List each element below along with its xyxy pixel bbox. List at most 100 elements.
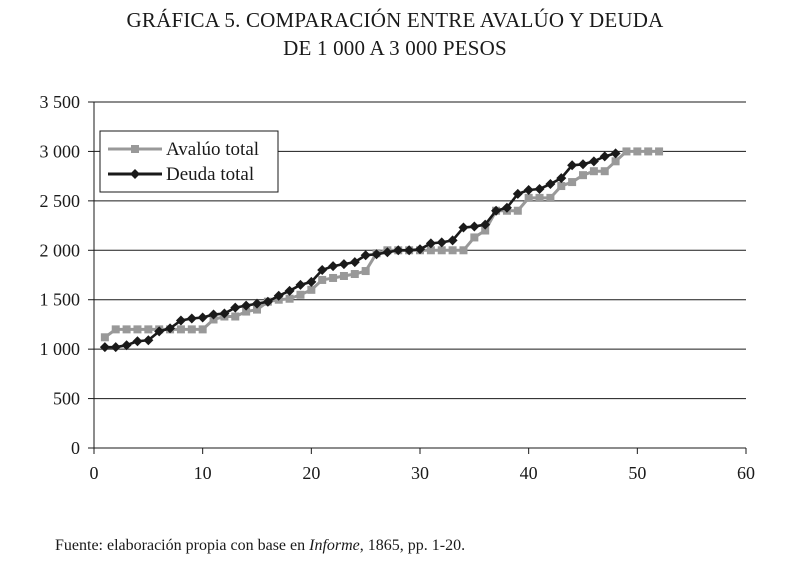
- data-point-square: [622, 147, 631, 156]
- data-point-diamond: [284, 285, 295, 296]
- source-italic: Informe: [309, 537, 360, 554]
- data-point-diamond: [393, 245, 404, 256]
- data-point-diamond: [480, 219, 491, 230]
- data-point-diamond: [458, 222, 469, 233]
- data-point-square: [285, 294, 294, 303]
- data-point-square: [231, 312, 240, 321]
- data-point-square: [198, 325, 207, 334]
- data-point-diamond: [317, 265, 328, 276]
- x-tick-label: 20: [302, 463, 320, 483]
- data-point-square: [329, 273, 338, 282]
- data-point-diamond: [295, 279, 306, 290]
- data-point-diamond: [567, 160, 578, 171]
- data-point-diamond: [469, 221, 480, 232]
- data-point-diamond: [252, 298, 262, 309]
- data-point-square: [470, 233, 479, 242]
- data-point-diamond: [262, 296, 273, 307]
- data-point-square: [242, 307, 251, 316]
- x-tick-label: 10: [194, 463, 212, 483]
- data-point-square: [459, 246, 468, 255]
- x-tick-label: 0: [90, 463, 99, 483]
- data-point-diamond: [186, 313, 197, 324]
- y-tick-label: 0: [71, 438, 80, 458]
- data-point-diamond: [121, 340, 132, 351]
- data-point-square: [600, 167, 609, 176]
- data-point-square: [253, 305, 261, 314]
- y-tick-label: 500: [53, 389, 80, 409]
- data-point-diamond: [306, 276, 317, 287]
- y-tick-label: 3 000: [40, 141, 81, 161]
- data-point-square: [426, 246, 435, 255]
- data-point-diamond: [208, 309, 219, 320]
- data-point-square: [535, 193, 544, 202]
- data-point-diamond: [415, 244, 425, 255]
- data-point-diamond: [132, 336, 143, 347]
- data-point-square: [557, 182, 566, 191]
- data-point-diamond: [610, 148, 621, 159]
- data-point-square: [361, 267, 370, 276]
- legend-box: [99, 130, 279, 193]
- data-point-diamond: [154, 326, 165, 337]
- data-point-diamond: [588, 156, 599, 167]
- chart-title-line-2: DE 1 000 A 3 000 PESOS: [283, 36, 507, 60]
- data-point-diamond: [241, 300, 252, 311]
- data-point-diamond: [110, 342, 121, 353]
- data-point-diamond: [360, 250, 371, 261]
- data-point-square: [133, 325, 142, 334]
- data-point-square: [589, 167, 598, 176]
- source-suffix: , 1865, pp. 1-20.: [359, 537, 466, 554]
- data-point-square: [448, 246, 457, 255]
- series-avaluo: [100, 147, 664, 342]
- data-point-diamond: [349, 257, 360, 268]
- data-point-square: [611, 157, 620, 166]
- data-point-diamond: [578, 159, 588, 170]
- data-point-square: [524, 193, 533, 202]
- data-point-diamond: [447, 235, 458, 246]
- data-point-diamond: [165, 323, 176, 334]
- legend-label: Deuda total: [166, 164, 254, 185]
- y-tick-label: 2 500: [40, 191, 81, 211]
- data-point-square: [579, 171, 587, 180]
- x-tick-label: 60: [737, 463, 755, 483]
- data-point-diamond: [371, 249, 382, 260]
- data-point-diamond: [338, 259, 349, 270]
- data-point-square: [307, 285, 316, 294]
- data-point-square: [176, 325, 185, 334]
- data-point-diamond: [197, 312, 208, 323]
- series-line: [103, 149, 660, 339]
- data-point-diamond: [523, 184, 534, 195]
- legend: Avalúo total Deuda total: [99, 130, 279, 193]
- data-point-square: [318, 275, 327, 284]
- data-point-diamond: [230, 302, 241, 313]
- data-point-square: [100, 333, 109, 342]
- data-point-diamond: [491, 205, 502, 216]
- source-prefix: Fuente: elaboración propia con base en: [55, 537, 310, 554]
- data-point-square: [144, 325, 153, 334]
- y-tick-label: 1 000: [40, 339, 81, 359]
- chart-title-line-1: GRÁFICA 5. COMPARACIÓN ENTRE AVALÚO Y DE…: [126, 8, 664, 32]
- data-point-diamond: [545, 179, 556, 190]
- data-point-diamond: [425, 238, 436, 249]
- data-point-square: [122, 325, 131, 334]
- data-point-square: [513, 206, 522, 215]
- data-point-square: [633, 147, 642, 156]
- data-point-diamond: [328, 261, 339, 272]
- y-tick-label: 3 500: [40, 92, 81, 112]
- data-point-square: [644, 147, 653, 156]
- data-point-square: [437, 246, 446, 255]
- data-point-diamond: [175, 315, 186, 326]
- data-point-square: [111, 325, 120, 334]
- data-point-diamond: [99, 342, 110, 353]
- series-layer: [99, 147, 664, 353]
- data-point-square: [187, 325, 196, 334]
- y-tick-label: 2 000: [40, 240, 81, 260]
- data-point-diamond: [130, 169, 140, 179]
- data-point-square: [350, 270, 359, 279]
- data-point-square: [131, 145, 139, 153]
- data-point-diamond: [534, 183, 545, 194]
- data-point-diamond: [404, 245, 415, 256]
- data-point-diamond: [436, 237, 447, 248]
- data-point-diamond: [273, 290, 284, 301]
- data-point-diamond: [382, 247, 393, 258]
- data-point-diamond: [599, 151, 610, 162]
